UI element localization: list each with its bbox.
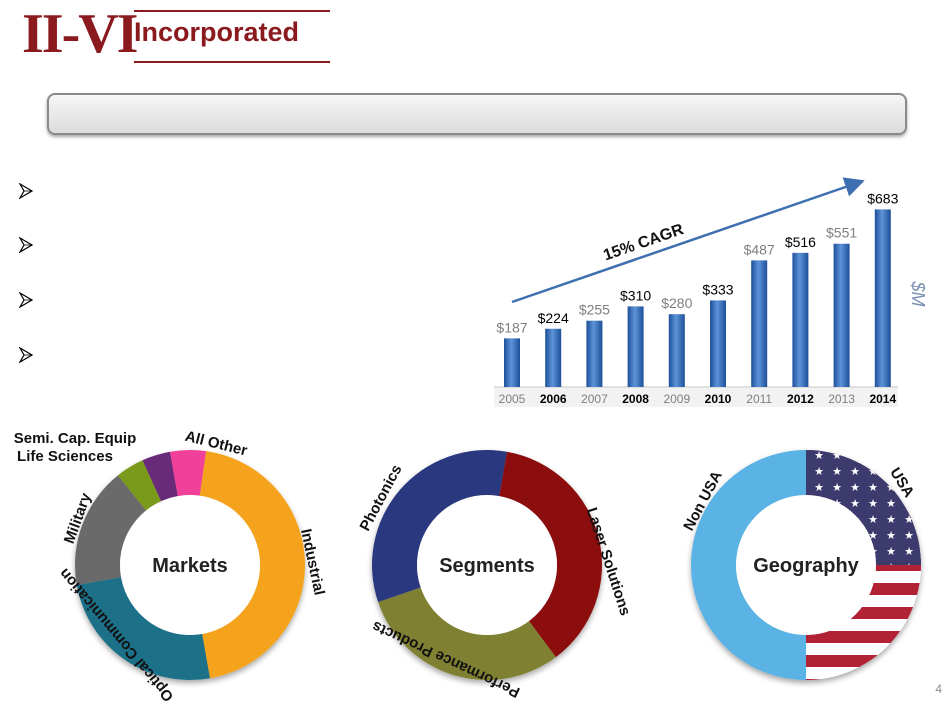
x-tick-2012: 2012 [787,392,814,406]
data-label-2014: $683 [867,190,898,206]
donut-hole [417,495,557,635]
page-number: 4 [935,682,942,696]
bar-2006 [545,328,562,387]
data-label-2005: $187 [496,319,527,335]
bar-2013 [833,243,850,387]
segment-non-usa [691,450,806,680]
segment-performance-products [378,587,556,680]
revenue-bar-chart: $187 2005 $224 2006 $255 2007 $310 2008 $280 2009… [494,177,928,407]
x-tick-2010: 2010 [705,392,732,406]
x-tick-2006: 2006 [540,392,567,406]
data-label-2009: $280 [661,295,692,311]
bullet-arrow-icon [18,292,34,308]
donut-hole [736,495,876,635]
segment-optical-communication [76,577,210,680]
logo-rule-bottom [134,61,330,63]
data-label-2007: $255 [579,302,610,318]
bar-2012 [792,252,809,387]
donut-center-label: Geography [753,555,859,577]
segment-laser-solutions [499,451,602,658]
logo-rule-top [134,10,330,12]
segment-industrial [199,451,305,679]
bar-2007 [586,320,603,387]
data-label-2012: $516 [785,234,816,250]
title-bar [47,93,907,135]
donut-markets [74,450,305,680]
segment-all-other [170,450,207,497]
company-logo: II-VI Incorporated [22,3,330,66]
x-axis-band [494,387,898,407]
x-tick-2007: 2007 [581,392,608,406]
x-tick-2008: 2008 [622,392,649,406]
donut-hole [120,495,260,635]
data-label-2010: $333 [702,281,733,297]
bullet-arrow-icon [18,237,34,253]
bar-2010 [710,300,726,387]
data-label-2011: $487 [744,241,775,257]
segment-photonics [372,450,507,603]
bar-2014 [874,209,891,387]
cagr-arrow [511,177,865,304]
x-tick-2005: 2005 [499,392,526,406]
segment-semi-cap-equip [142,451,178,502]
donut-segments [372,450,602,680]
x-tick-2014: 2014 [869,392,896,406]
bullet-arrow-icon [18,183,34,199]
bar-2009 [668,314,685,387]
segment-life-sciences [117,460,162,511]
x-tick-2009: 2009 [663,392,690,406]
bullet-arrow-icon [18,347,34,363]
y-axis-label: $M [908,280,928,306]
bar-2008 [627,306,644,387]
data-label-2006: $224 [538,310,569,326]
segment-military [74,475,147,585]
donut-center-label: Markets [152,555,228,577]
data-label-2008: $310 [620,287,651,303]
x-tick-2013: 2013 [828,392,855,406]
donut-center-label: Segments [439,555,535,577]
bar-2011 [751,260,768,387]
bar-2005 [504,338,520,387]
data-label-2013: $551 [826,225,857,241]
usa-flag-stars [806,450,921,565]
x-tick-2011: 2011 [746,392,772,406]
logo-mark: II-VI [22,3,138,65]
logo-wordmark: Incorporated [134,17,300,47]
donut-geography [691,450,921,680]
